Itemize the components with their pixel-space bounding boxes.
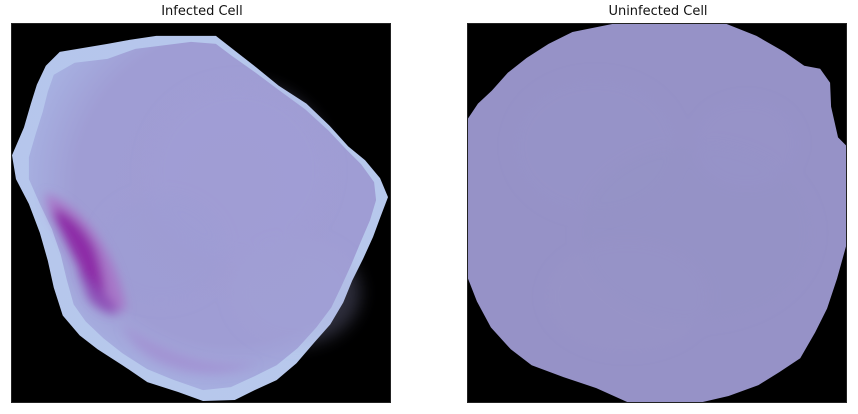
infected-cell-image	[12, 24, 390, 402]
infected-texture	[97, 82, 361, 345]
uninfected-texture	[511, 76, 815, 353]
uninfected-cell-title: Uninfected Cell	[608, 4, 708, 19]
uninfected-cell-image	[468, 24, 846, 402]
parasite-stain	[44, 193, 258, 374]
infected-cell-title: Infected Cell	[161, 4, 243, 19]
infected-cell-image-panel	[11, 23, 391, 403]
uninfected-cell-image-panel	[467, 23, 847, 403]
